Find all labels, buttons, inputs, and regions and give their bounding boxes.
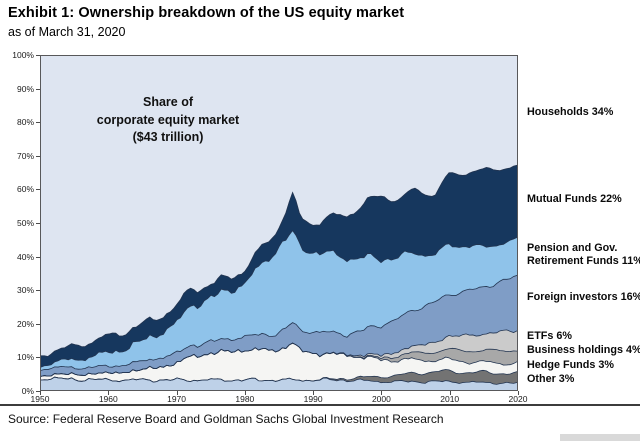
y-axis-tick <box>36 189 40 191</box>
band-outline <box>41 229 517 368</box>
x-axis-label: 1960 <box>98 394 118 404</box>
y-axis-label: 20% <box>16 318 34 329</box>
plot-area: Share of corporate equity market ($43 tr… <box>40 55 518 391</box>
y-axis-label: 100% <box>12 50 34 60</box>
divider-line <box>0 404 640 406</box>
y-axis-tick <box>36 122 40 124</box>
y-axis-label: 30% <box>16 285 34 296</box>
x-axis-tick <box>381 391 383 395</box>
y-axis-tick <box>36 391 40 392</box>
series-label: Retirement Funds 11% <box>527 255 640 267</box>
x-axis-tick <box>313 391 315 395</box>
x-axis-label: 1980 <box>235 394 255 404</box>
y-axis-tick <box>36 323 40 325</box>
y-axis-tick <box>36 88 40 90</box>
y-axis-label: 60% <box>16 184 34 195</box>
y-axis-tick <box>36 290 40 292</box>
y-axis-label: 90% <box>16 83 34 94</box>
y-axis-tick <box>36 155 40 157</box>
x-axis-tick <box>518 391 519 395</box>
x-axis-tick <box>176 391 178 395</box>
y-axis-label: 10% <box>16 352 34 363</box>
x-axis-label: 1950 <box>30 394 50 404</box>
x-axis-tick <box>244 391 246 395</box>
band-outline <box>41 164 517 357</box>
y-axis-tick <box>36 223 40 224</box>
x-axis-label: 2010 <box>440 394 460 404</box>
band-outline <box>41 329 517 377</box>
y-axis-tick <box>36 55 40 56</box>
Business holdings-band <box>41 343 517 377</box>
scrollbar-remnant <box>560 434 640 441</box>
annotation-line-3: ($43 trillion) <box>132 130 204 144</box>
y-axis-label: 70% <box>16 150 34 161</box>
series-label: Foreign investors 16% <box>527 291 640 303</box>
x-axis-label: 1990 <box>303 394 323 404</box>
Hedge Funds-band <box>41 343 517 383</box>
series-label: ETFs 6% <box>527 330 573 342</box>
band-outline <box>41 369 517 383</box>
y-axis-label: 50% <box>16 218 34 228</box>
band-outline <box>41 275 517 371</box>
x-axis-label: 2020 <box>508 394 528 404</box>
y-axis-label: 40% <box>16 251 34 262</box>
series-label: Business holdings 4% <box>527 344 640 356</box>
x-axis-tick <box>40 391 41 395</box>
x-axis-tick <box>449 391 451 395</box>
y-axis-tick <box>36 357 40 359</box>
Mutual Funds-band <box>41 165 517 368</box>
series-label: Mutual Funds 22% <box>527 193 622 205</box>
series-label: Other 3% <box>527 373 575 385</box>
Foreign investors-band <box>41 275 517 377</box>
x-axis-label: 1970 <box>167 394 187 404</box>
series-label: Pension and Gov. <box>527 242 618 254</box>
stacked-area-chart <box>41 56 517 390</box>
annotation-line-2: corporate equity market <box>96 112 240 127</box>
series-label: Households 34% <box>527 106 614 118</box>
x-axis-label: 2000 <box>371 394 391 404</box>
y-axis-label: 80% <box>16 117 34 128</box>
exhibit-title: Exhibit 1: Ownership breakdown of the US… <box>8 5 405 21</box>
chart-annotation: Share of corporate equity market ($43 tr… <box>53 94 283 147</box>
source-text: Source: Federal Reserve Board and Goldma… <box>8 412 444 426</box>
exhibit-subtitle: as of March 31, 2020 <box>8 25 126 39</box>
annotation-line-1: Share of <box>142 95 193 109</box>
series-label: Hedge Funds 3% <box>527 359 614 371</box>
y-axis-tick <box>36 256 40 258</box>
y-axis-label: 0% <box>21 386 34 396</box>
x-axis-tick <box>108 391 110 395</box>
